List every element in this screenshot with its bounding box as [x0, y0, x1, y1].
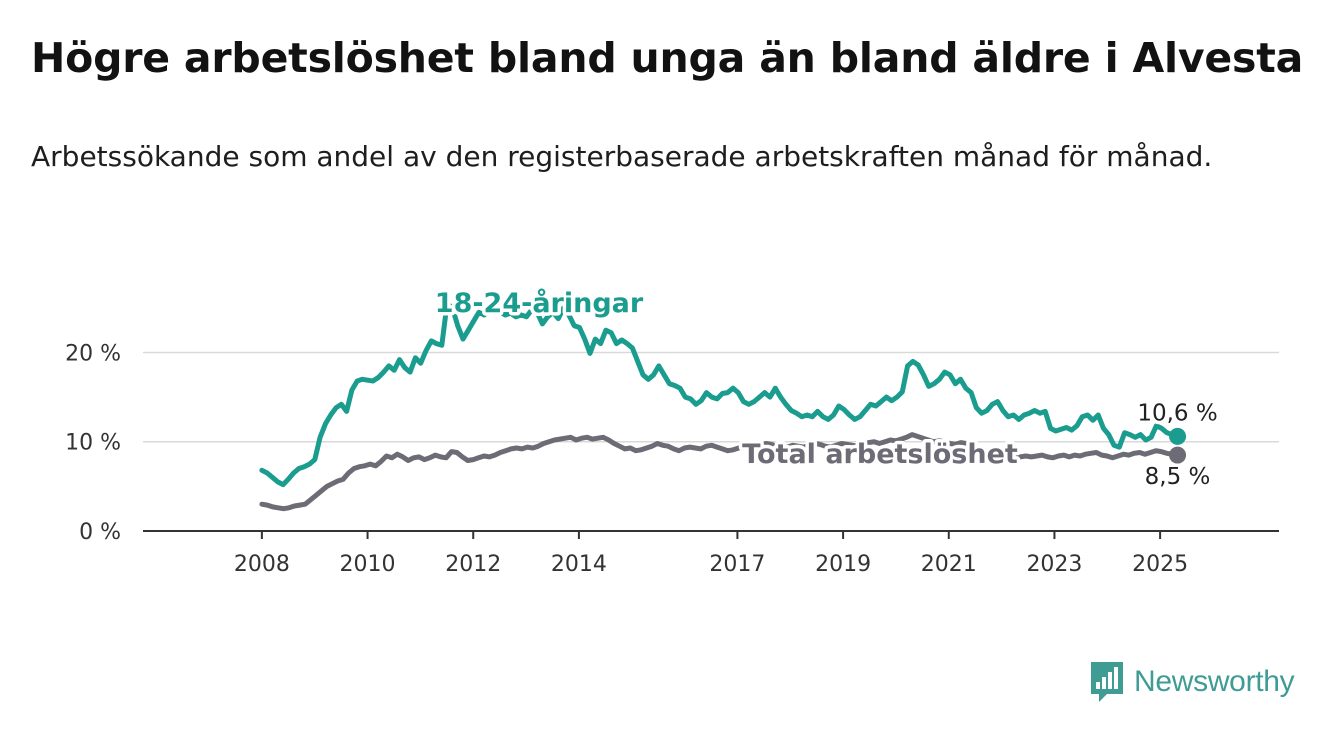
series-lines	[259, 298, 1187, 512]
chart-subtitle: Arbetssökande som andel av den registerb…	[31, 140, 1213, 173]
end-value-18-24: 10,6 %	[1137, 400, 1217, 426]
x-tick-label: 2008	[234, 552, 290, 577]
x-tick-label: 2014	[551, 552, 607, 577]
gridlines	[143, 351, 1279, 443]
series-endpoint-1	[1169, 446, 1187, 464]
x-tick-label: 2010	[340, 552, 396, 577]
brand-name: Newsworthy	[1134, 665, 1295, 698]
end-value-total: 8,5 %	[1145, 464, 1211, 490]
x-axis: 0 % 10 % 20 % 2008 2010 2012 2014 2017 2019 2021 2…	[65, 341, 1279, 577]
chart-title: Högre arbetslöshet bland unga än bland ä…	[31, 34, 1304, 82]
newsworthy-logo-icon	[1091, 662, 1123, 702]
x-tick-label: 2025	[1132, 552, 1188, 577]
x-tick-label: 2021	[921, 552, 977, 577]
y-tick-label: 0 %	[79, 520, 121, 545]
series-label-18-24: 18-24-åringar	[435, 287, 644, 319]
y-tick-label: 20 %	[65, 341, 121, 366]
x-tick-label: 2012	[445, 552, 501, 577]
x-tick-label: 2023	[1026, 552, 1082, 577]
series-label-total: Total arbetslöshet	[742, 439, 1018, 470]
series-line-0	[259, 298, 1181, 488]
newsworthy-brand: Newsworthy	[1089, 660, 1295, 704]
series-line-1	[259, 432, 1181, 512]
labels: 18-24-åringar Total arbetslöshet 10,6 % 8,5…	[431, 284, 1221, 494]
x-tick-label: 2017	[709, 552, 765, 577]
x-tick-label: 2019	[815, 552, 871, 577]
y-tick-label: 10 %	[65, 431, 121, 456]
series-endpoint-0	[1169, 427, 1187, 445]
